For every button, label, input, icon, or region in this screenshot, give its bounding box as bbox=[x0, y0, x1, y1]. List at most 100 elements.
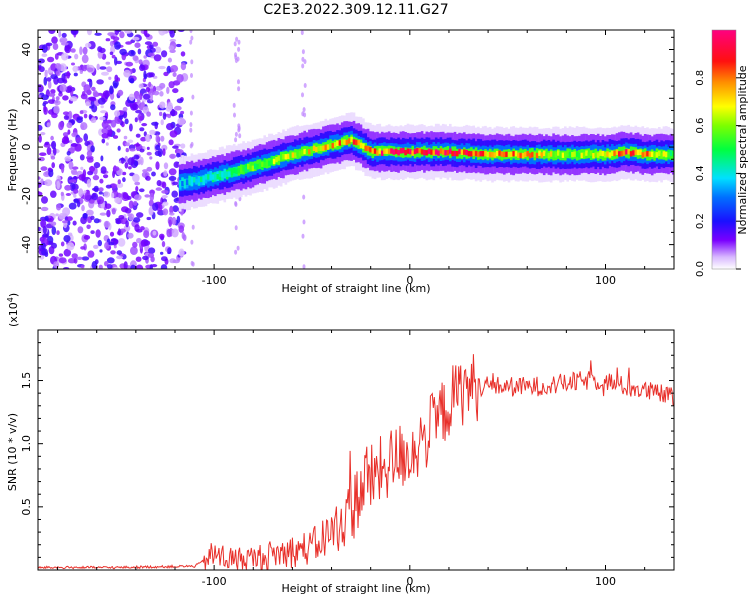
ridge-cell bbox=[181, 181, 184, 187]
ridge-cell bbox=[392, 149, 396, 155]
noise-blob bbox=[189, 39, 193, 45]
ridge-cell bbox=[322, 145, 325, 151]
noise-blob bbox=[143, 93, 151, 100]
noise-blob bbox=[44, 179, 53, 187]
ridge-cell bbox=[451, 150, 454, 157]
noise-blob bbox=[112, 166, 120, 172]
noise-blob bbox=[166, 86, 170, 94]
ridge-cell bbox=[279, 154, 283, 160]
noise-blob bbox=[101, 138, 106, 144]
noise-blob bbox=[175, 43, 182, 48]
noise-blob bbox=[87, 170, 94, 176]
noise-blob bbox=[169, 153, 177, 159]
noise-blob bbox=[73, 72, 78, 77]
snr-series-line bbox=[38, 354, 674, 570]
ridge-cell bbox=[294, 152, 297, 158]
ridge-cell bbox=[510, 151, 513, 158]
noise-blob bbox=[46, 122, 51, 128]
noise-blob bbox=[176, 215, 181, 224]
noise-blob bbox=[70, 143, 78, 147]
noise-blob bbox=[52, 43, 59, 50]
noise-blob bbox=[86, 157, 94, 163]
ridge-cell bbox=[268, 160, 271, 166]
x-tick-label: 100 bbox=[595, 274, 616, 287]
ridge-cell bbox=[493, 152, 497, 158]
ridge-cell bbox=[467, 151, 471, 157]
noise-blob bbox=[66, 122, 73, 129]
ridge-cell bbox=[202, 176, 205, 182]
noise-blob bbox=[235, 36, 239, 42]
ridge-cell bbox=[512, 151, 515, 157]
noise-blob bbox=[149, 129, 156, 135]
noise-blob bbox=[99, 66, 107, 70]
ridge-cell bbox=[594, 151, 598, 158]
ridge-cell bbox=[648, 151, 652, 157]
noise-blob bbox=[160, 119, 164, 126]
noise-blob bbox=[161, 190, 169, 194]
noise-blob bbox=[97, 97, 106, 105]
noise-blob bbox=[132, 241, 138, 248]
ridge-cell bbox=[585, 150, 588, 156]
noise-blob bbox=[40, 166, 48, 171]
ridge-cell bbox=[545, 152, 548, 158]
noise-blob bbox=[96, 79, 104, 85]
noise-blob bbox=[151, 171, 156, 177]
noise-blob bbox=[168, 81, 175, 89]
noise-blob bbox=[112, 135, 119, 139]
noise-blob bbox=[79, 154, 85, 161]
noise-blob bbox=[133, 154, 140, 160]
noise-blob bbox=[43, 106, 48, 115]
noise-blob bbox=[128, 200, 134, 209]
noise-blob bbox=[159, 111, 163, 117]
ridge-cell bbox=[449, 148, 452, 154]
spectrogram-x-ticks: -100 0 100 bbox=[57, 30, 646, 287]
noise-blob bbox=[146, 216, 152, 221]
noise-blob bbox=[146, 166, 153, 172]
noise-blob bbox=[180, 143, 186, 149]
noise-blob bbox=[51, 140, 57, 150]
noise-blob bbox=[82, 46, 88, 55]
noise-blob bbox=[83, 113, 88, 119]
noise-blob bbox=[166, 123, 174, 131]
ridge-cell bbox=[634, 149, 638, 155]
noise-blob bbox=[82, 213, 88, 219]
noise-blob bbox=[91, 86, 96, 91]
noise-blob bbox=[71, 30, 79, 35]
ridge-cell bbox=[289, 152, 292, 158]
noise-blob bbox=[48, 92, 56, 97]
noise-blob bbox=[132, 36, 140, 41]
noise-blob bbox=[58, 30, 62, 38]
noise-blob bbox=[176, 98, 184, 104]
noise-blob bbox=[143, 73, 148, 80]
noise-blob bbox=[58, 121, 64, 131]
noise-blob bbox=[91, 261, 98, 269]
noise-blob bbox=[139, 64, 146, 72]
noise-blob bbox=[190, 59, 194, 65]
noise-blob bbox=[155, 134, 160, 143]
noise-blob bbox=[40, 178, 44, 185]
noise-blob bbox=[172, 145, 179, 149]
ridge-cell bbox=[472, 150, 475, 156]
noise-blob bbox=[156, 180, 162, 187]
noise-blob bbox=[80, 166, 84, 171]
noise-blob bbox=[40, 206, 49, 212]
ridge-cell bbox=[519, 152, 522, 159]
ridge-cell bbox=[286, 153, 290, 160]
noise-blob bbox=[90, 117, 97, 123]
noise-blob bbox=[41, 242, 46, 250]
noise-blob bbox=[105, 203, 112, 209]
ridge-cell bbox=[611, 150, 614, 156]
ridge-cell bbox=[538, 150, 541, 156]
noise-blob bbox=[94, 32, 102, 36]
noise-blob bbox=[145, 134, 151, 143]
ridge-cell bbox=[528, 152, 532, 159]
ridge-cell bbox=[500, 151, 504, 157]
ridge-cell bbox=[373, 148, 377, 154]
noise-blob bbox=[237, 79, 240, 85]
noise-blob bbox=[136, 95, 141, 104]
noise-blob bbox=[132, 173, 140, 183]
noise-blob bbox=[90, 215, 95, 220]
noise-blob bbox=[117, 145, 121, 151]
noise-blob bbox=[135, 256, 142, 262]
noise-blob bbox=[115, 219, 122, 225]
